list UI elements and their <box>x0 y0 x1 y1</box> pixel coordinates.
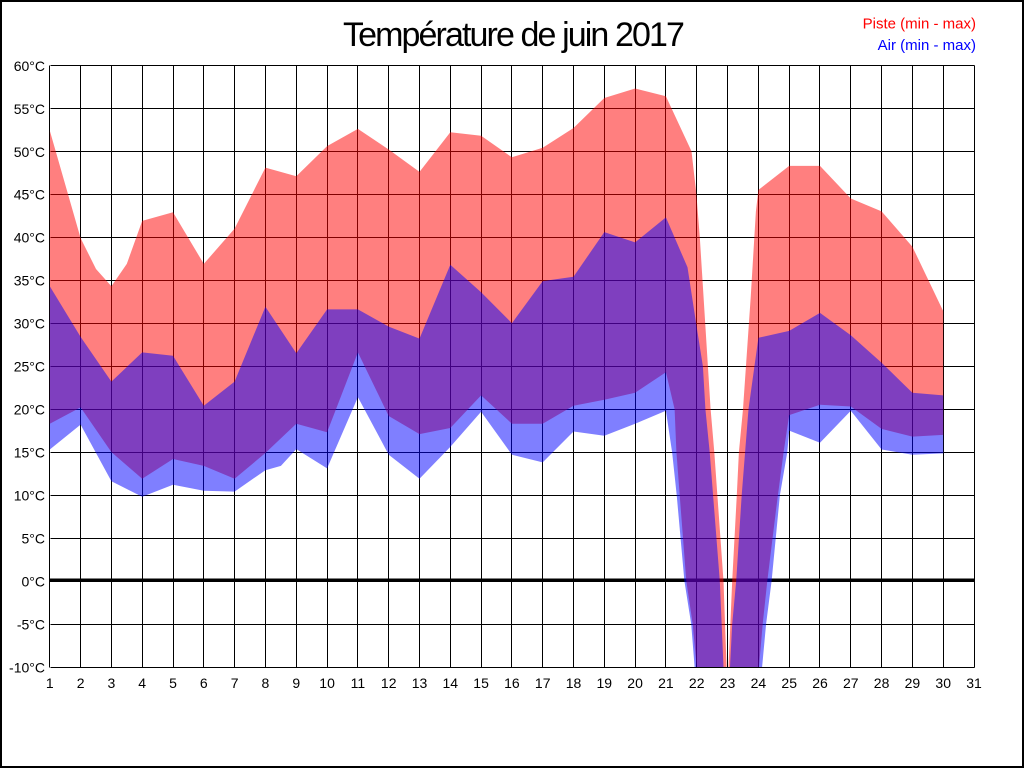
svg-text:5°C: 5°C <box>22 531 46 547</box>
svg-text:2: 2 <box>77 675 85 691</box>
svg-text:13: 13 <box>412 675 428 691</box>
svg-text:31: 31 <box>966 675 982 691</box>
svg-text:21: 21 <box>658 675 674 691</box>
svg-text:Air (min - max): Air (min - max) <box>878 37 976 54</box>
svg-text:25°C: 25°C <box>14 359 45 375</box>
svg-text:18: 18 <box>566 675 582 691</box>
svg-text:8: 8 <box>262 675 270 691</box>
svg-text:24: 24 <box>751 675 767 691</box>
svg-text:11: 11 <box>351 675 366 691</box>
svg-text:45°C: 45°C <box>14 187 45 203</box>
svg-text:14: 14 <box>443 675 459 691</box>
svg-text:23: 23 <box>720 675 736 691</box>
svg-text:4: 4 <box>138 675 146 691</box>
svg-text:19: 19 <box>597 675 613 691</box>
svg-text:29: 29 <box>905 675 921 691</box>
svg-text:30°C: 30°C <box>14 316 45 332</box>
svg-text:7: 7 <box>231 675 239 691</box>
svg-text:28: 28 <box>874 675 890 691</box>
svg-text:15°C: 15°C <box>14 445 45 461</box>
svg-text:16: 16 <box>504 675 520 691</box>
svg-text:10°C: 10°C <box>14 488 45 504</box>
svg-text:10: 10 <box>319 675 335 691</box>
svg-text:17: 17 <box>535 675 551 691</box>
svg-text:Piste (min - max): Piste (min - max) <box>863 16 976 33</box>
svg-text:22: 22 <box>689 675 705 691</box>
svg-text:6: 6 <box>200 675 208 691</box>
svg-text:20: 20 <box>627 675 643 691</box>
svg-text:60°C: 60°C <box>14 58 45 74</box>
svg-text:9: 9 <box>292 675 300 691</box>
svg-text:Température de juin 2017: Température de juin 2017 <box>343 16 684 54</box>
svg-text:40°C: 40°C <box>14 230 45 246</box>
svg-text:26: 26 <box>812 675 828 691</box>
svg-text:12: 12 <box>381 675 397 691</box>
svg-text:5: 5 <box>169 675 177 691</box>
svg-text:50°C: 50°C <box>14 144 45 160</box>
svg-text:-10°C: -10°C <box>9 660 45 676</box>
svg-text:0°C: 0°C <box>22 574 46 590</box>
svg-text:1: 1 <box>46 675 54 691</box>
svg-text:15: 15 <box>473 675 489 691</box>
svg-text:-5°C: -5°C <box>17 617 45 633</box>
svg-text:30: 30 <box>935 675 951 691</box>
svg-text:35°C: 35°C <box>14 273 45 289</box>
svg-text:55°C: 55°C <box>14 101 45 117</box>
svg-text:3: 3 <box>108 675 116 691</box>
svg-text:27: 27 <box>843 675 859 691</box>
svg-text:20°C: 20°C <box>14 402 45 418</box>
svg-text:25: 25 <box>781 675 797 691</box>
